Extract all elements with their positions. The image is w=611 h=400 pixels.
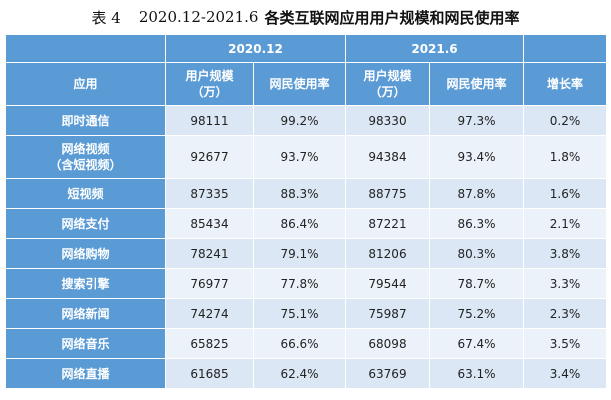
- header-row-periods: 2020.12 2021.6: [5, 34, 607, 63]
- cell-growth: 3.5%: [523, 328, 607, 359]
- cell-rate-2021-6: 87.8%: [429, 178, 524, 209]
- header-blank-right: [523, 34, 607, 63]
- cell-users-2021-6: 98330: [345, 105, 430, 136]
- cell-users-2021-6: 88775: [345, 178, 430, 209]
- cell-app: 网络支付: [5, 208, 166, 239]
- header-users-a-line2: （万）: [191, 85, 228, 99]
- table-number: 表 4: [91, 8, 121, 27]
- cell-users-2020-12: 65825: [165, 328, 254, 359]
- cell-users-2020-12: 78241: [165, 238, 254, 269]
- cell-users-2020-12: 74274: [165, 298, 254, 329]
- app-name: 搜索引擎: [61, 276, 110, 291]
- cell-rate-2021-6: 78.7%: [429, 268, 524, 299]
- cell-growth: 1.8%: [523, 135, 607, 179]
- cell-rate-2020-12: 79.1%: [253, 238, 346, 269]
- cell-growth: 1.6%: [523, 178, 607, 209]
- header-growth: 增长率: [523, 62, 607, 106]
- cell-app: 网络音乐: [5, 328, 166, 359]
- cell-rate-2020-12: 88.3%: [253, 178, 346, 209]
- header-app: 应用: [5, 62, 166, 106]
- cell-growth: 3.8%: [523, 238, 607, 269]
- header-period-2020-12: 2020.12: [165, 34, 346, 63]
- cell-rate-2020-12: 93.7%: [253, 135, 346, 179]
- table-row: 即时通信 98111 99.2% 98330 97.3% 0.2%: [5, 105, 607, 136]
- cell-users-2020-12: 87335: [165, 178, 254, 209]
- cell-users-2020-12: 92677: [165, 135, 254, 179]
- cell-growth: 2.3%: [523, 298, 607, 329]
- cell-app: 搜索引擎: [5, 268, 166, 299]
- app-name-note: （含短视频）: [49, 158, 122, 172]
- cell-users-2020-12: 76977: [165, 268, 254, 299]
- header-rate-a: 网民使用率: [253, 62, 346, 106]
- cell-rate-2021-6: 93.4%: [429, 135, 524, 179]
- cell-app: 短视频: [5, 178, 166, 209]
- app-name: 即时通信: [61, 113, 110, 128]
- cell-rate-2020-12: 77.8%: [253, 268, 346, 299]
- cell-users-2021-6: 63769: [345, 358, 430, 389]
- cell-rate-2020-12: 86.4%: [253, 208, 346, 239]
- header-users-a-line1: 用户规模: [185, 69, 234, 83]
- table-row: 网络支付 85434 86.4% 87221 86.3% 2.1%: [5, 208, 607, 239]
- cell-users-2020-12: 61685: [165, 358, 254, 389]
- table-row: 网络音乐 65825 66.6% 68098 67.4% 3.5%: [5, 328, 607, 359]
- cell-rate-2020-12: 62.4%: [253, 358, 346, 389]
- cell-users-2021-6: 75987: [345, 298, 430, 329]
- cell-rate-2021-6: 67.4%: [429, 328, 524, 359]
- table-row: 短视频 87335 88.3% 88775 87.8% 1.6%: [5, 178, 607, 209]
- cell-users-2021-6: 79544: [345, 268, 430, 299]
- cell-growth: 3.3%: [523, 268, 607, 299]
- header-period-2021-6: 2021.6: [345, 34, 524, 63]
- cell-rate-2021-6: 97.3%: [429, 105, 524, 136]
- cell-app: 网络直播: [5, 358, 166, 389]
- cell-users-2020-12: 98111: [165, 105, 254, 136]
- cell-growth: 2.1%: [523, 208, 607, 239]
- app-name: 网络直播: [61, 366, 110, 381]
- table-caption: 各类互联网应用用户规模和网民使用率: [264, 8, 520, 27]
- app-name: 网络购物: [61, 246, 110, 261]
- table-row: 网络购物 78241 79.1% 81206 80.3% 3.8%: [5, 238, 607, 269]
- cell-users-2020-12: 85434: [165, 208, 254, 239]
- cell-users-2021-6: 87221: [345, 208, 430, 239]
- table-body: 即时通信 98111 99.2% 98330 97.3% 0.2% 网络视频 （含短视频） 92…: [5, 105, 607, 389]
- table-row: 网络直播 61685 62.4% 63769 63.1% 3.4%: [5, 358, 607, 389]
- table-title: 表 4 2020.12-2021.6 各类互联网应用用户规模和网民使用率: [0, 0, 611, 34]
- app-name: 短视频: [67, 186, 104, 201]
- cell-app: 网络视频 （含短视频）: [5, 135, 166, 179]
- cell-rate-2020-12: 99.2%: [253, 105, 346, 136]
- header-users-a: 用户规模 （万）: [165, 62, 254, 106]
- table-row: 网络新闻 74274 75.1% 75987 75.2% 2.3%: [5, 298, 607, 329]
- app-name: 网络新闻: [61, 306, 110, 321]
- cell-rate-2021-6: 86.3%: [429, 208, 524, 239]
- table-date-range: 2020.12-2021.6: [138, 8, 259, 26]
- cell-users-2021-6: 81206: [345, 238, 430, 269]
- table-row: 网络视频 （含短视频） 92677 93.7% 94384 93.4% 1.8%: [5, 135, 607, 179]
- cell-rate-2021-6: 63.1%: [429, 358, 524, 389]
- header-users-b-line1: 用户规模: [363, 69, 412, 83]
- cell-users-2021-6: 68098: [345, 328, 430, 359]
- cell-rate-2020-12: 66.6%: [253, 328, 346, 359]
- cell-rate-2020-12: 75.1%: [253, 298, 346, 329]
- header-users-b-line2: （万）: [369, 85, 406, 99]
- cell-growth: 0.2%: [523, 105, 607, 136]
- header-rate-b: 网民使用率: [429, 62, 524, 106]
- app-name: 网络支付: [61, 216, 110, 231]
- header-blank: [5, 34, 166, 63]
- header-row-columns: 应用 用户规模 （万） 网民使用率 用户规模 （万） 网民使用率 增长率: [5, 62, 607, 106]
- cell-app: 即时通信: [5, 105, 166, 136]
- internet-apps-table: 2020.12 2021.6 应用 用户规模 （万） 网民使用率 用户规模 （万…: [5, 34, 607, 389]
- cell-growth: 3.4%: [523, 358, 607, 389]
- header-users-b: 用户规模 （万）: [345, 62, 430, 106]
- cell-app: 网络新闻: [5, 298, 166, 329]
- app-name: 网络视频: [61, 142, 110, 156]
- cell-rate-2021-6: 75.2%: [429, 298, 524, 329]
- app-name: 网络音乐: [61, 336, 110, 351]
- cell-app: 网络购物: [5, 238, 166, 269]
- table-row: 搜索引擎 76977 77.8% 79544 78.7% 3.3%: [5, 268, 607, 299]
- cell-users-2021-6: 94384: [345, 135, 430, 179]
- cell-rate-2021-6: 80.3%: [429, 238, 524, 269]
